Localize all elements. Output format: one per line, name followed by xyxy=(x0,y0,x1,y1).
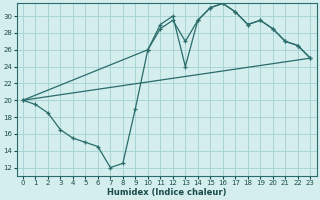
X-axis label: Humidex (Indice chaleur): Humidex (Indice chaleur) xyxy=(107,188,226,197)
